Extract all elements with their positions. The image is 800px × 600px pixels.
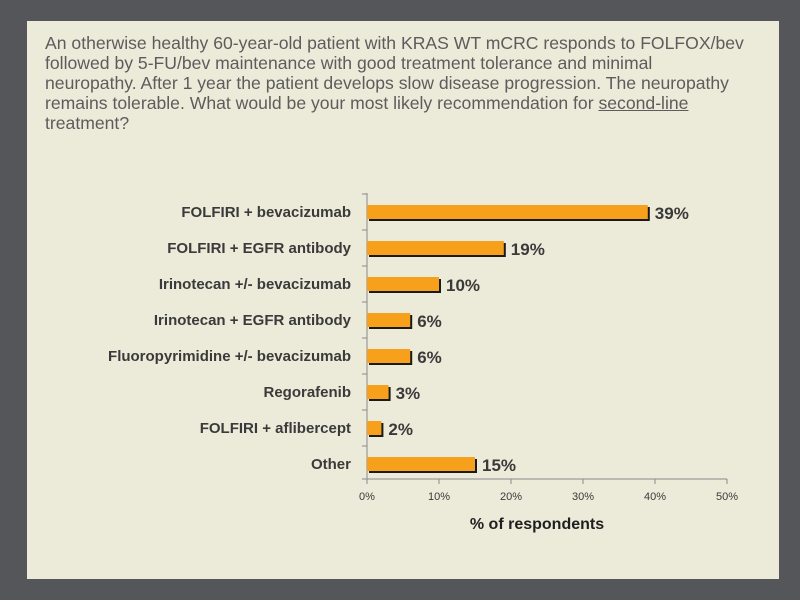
x-tick-label: 30% [572, 491, 594, 503]
value-label: 2% [388, 420, 413, 439]
value-label: 39% [655, 204, 689, 223]
question-text-underlined: second-line [598, 93, 689, 113]
x-tick-label: 20% [500, 491, 522, 503]
bar [367, 313, 411, 327]
category-label: Fluoropyrimidine +/- bevacizumab [108, 348, 351, 365]
bar [367, 277, 439, 291]
bar [367, 421, 382, 435]
category-label: FOLFIRI + aflibercept [200, 420, 351, 437]
category-label: Regorafenib [263, 384, 351, 401]
x-tick-label: 10% [428, 491, 450, 503]
value-label: 10% [446, 276, 480, 295]
question-text-main: An otherwise healthy 60-year-old patient… [45, 33, 744, 113]
bar [367, 241, 504, 255]
category-label: Irinotecan +/- bevacizumab [159, 276, 351, 293]
bar [367, 349, 411, 363]
bar-chart: 0% 10% 20% 30% 40% 50% FOLFIRI + bevacizumab 39… [108, 193, 738, 533]
category-label: FOLFIRI + bevacizumab [181, 204, 351, 221]
question-text-end: treatment? [45, 113, 130, 133]
category-label: Other [311, 456, 351, 473]
x-tick-label: 40% [644, 491, 666, 503]
category-label: Irinotecan + EGFR antibody [154, 312, 352, 329]
bar [367, 457, 475, 471]
bar [367, 205, 648, 219]
slide: An otherwise healthy 60-year-old patient… [27, 21, 779, 579]
x-tick-label: 0% [359, 491, 375, 503]
x-axis-title: % of respondents [470, 516, 604, 533]
value-label: 19% [511, 240, 545, 259]
value-label: 15% [482, 456, 516, 475]
question-text: An otherwise healthy 60-year-old patient… [45, 33, 745, 133]
value-label: 6% [417, 312, 442, 331]
x-tick-label: 50% [716, 491, 738, 503]
bar [367, 385, 389, 399]
value-label: 6% [417, 348, 442, 367]
value-label: 3% [396, 384, 421, 403]
category-label: FOLFIRI + EGFR antibody [167, 240, 351, 257]
